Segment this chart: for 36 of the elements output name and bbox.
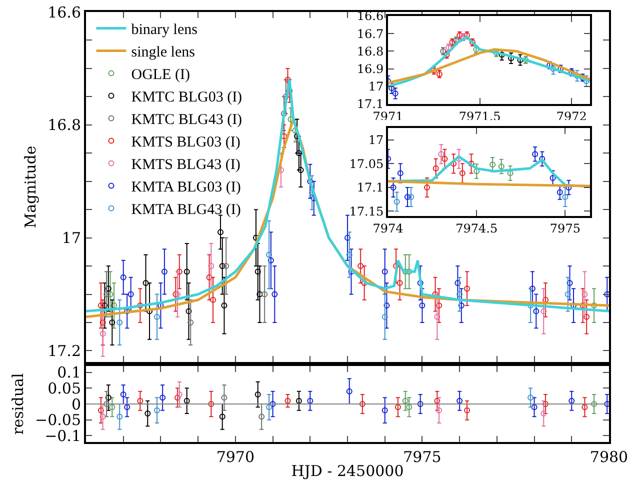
legend-label: KMTC BLG43 (I) [131,112,242,128]
y-tick-label: 16.6 [48,3,81,22]
legend-label: KMTA BLG43 (I) [131,202,241,218]
x-tick-label: 7974 [372,221,404,236]
x-tick-label: 7974.5 [456,221,498,236]
x-tick-label: 7975 [403,448,442,466]
x-tick-label: 7970 [216,448,255,466]
x-tick-label: 7980 [590,448,628,466]
y-tick-label: 16.7 [356,26,384,41]
y-tick-label: −0.1 [44,426,81,445]
y-tick-label: 17.15 [349,204,384,218]
y-tick-label: 17.1 [356,180,384,195]
x-axis-title: HJD - 2450000 [291,462,404,480]
legend-label: binary lens [131,22,198,38]
y-tick-label: 17 [368,133,384,148]
y-tick-label: −0.05 [35,411,81,430]
y-axis-title: Magnitude [21,146,40,228]
legend-label: OGLE (I) [131,67,190,84]
y-tick-label: 16.8 [356,44,384,58]
legend-label: KMTS BLG43 (I) [131,157,240,174]
legend-label: KMTA BLG03 (I) [131,180,241,196]
y-tick-label: 17 [62,229,81,248]
y-tick-label: 16.8 [48,116,81,134]
y-tick-label: 17.2 [48,342,81,360]
y-axis-title: residual [8,373,27,435]
y-tick-label: 16.9 [356,62,384,76]
y-tick-label: 0.05 [48,379,81,398]
y-tick-label: 0.1 [57,364,81,382]
y-tick-label: 17.05 [349,156,384,171]
legend-label: single lens [131,44,196,61]
y-tick-label: 17 [368,80,384,94]
legend-label: KMTC BLG03 (I) [131,90,242,106]
y-tick-label: 17.1 [356,97,384,112]
x-tick-label: 7975 [550,221,580,236]
y-tick-label: 0 [71,395,81,414]
legend-label: KMTS BLG03 (I) [131,134,240,151]
